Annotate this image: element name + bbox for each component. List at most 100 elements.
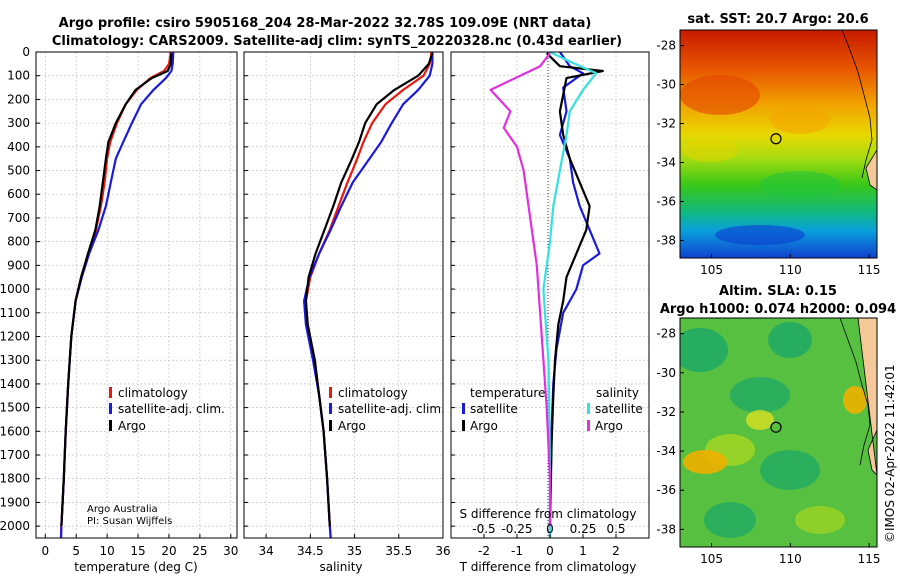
lon-tick-label: 105 [700, 263, 723, 277]
series-line-satellite-adj-clim- [303, 52, 434, 539]
legend-mark-climatology [109, 387, 112, 398]
legend-label-temp-satellite: satellite [470, 402, 518, 416]
legend-title-salinity: salinity [596, 386, 639, 400]
difference-legend: temperature salinity satellite Argo sate… [462, 386, 643, 433]
depth-tick-label: 1200 [0, 329, 30, 343]
lat-tick-label: -32 [656, 405, 676, 419]
x-tick-label: 34 [258, 544, 273, 558]
credit-pi: PI: Susan Wijffels [87, 516, 172, 527]
depth-tick-label: 400 [7, 140, 30, 154]
series-line-argo [60, 53, 173, 527]
coastline-bathy [841, 30, 873, 179]
depth-tick-label: 200 [7, 92, 30, 106]
x-tick-label: 35 [347, 544, 362, 558]
x-tick-label: 1 [579, 544, 587, 558]
depth-tick-label: 1500 [0, 401, 30, 415]
sla-map-title-1: Altim. SLA: 0.15 [719, 284, 837, 299]
argo-position-marker [770, 421, 782, 433]
legend-label-argo: Argo [118, 419, 146, 433]
legend-label-climatology: climatology [118, 386, 188, 400]
x-tick-label: 36 [435, 544, 450, 558]
series-line-salinity-satellite [542, 51, 598, 538]
depth-tick-label: 500 [7, 164, 30, 178]
lat-tick-label: -28 [656, 39, 676, 53]
temperature-frame [35, 51, 238, 539]
lat-tick-label: -36 [656, 194, 676, 208]
x-tick-label: 0 [546, 544, 554, 558]
s-tick-label: -0.5 [472, 522, 495, 536]
legend-label-argo: Argo [338, 419, 366, 433]
x-tick-label: 25 [192, 544, 207, 558]
legend-mark-temp-satellite [462, 403, 465, 414]
lat-tick-label: -28 [656, 327, 676, 341]
land [857, 318, 877, 476]
depth-tick-label: 1300 [0, 353, 30, 367]
depth-tick-label: 0 [22, 45, 30, 59]
lat-tick-label: -32 [656, 117, 676, 131]
legend-mark-sal-argo [587, 420, 590, 431]
x-tick-label: 30 [223, 544, 238, 558]
depth-tick-label: 300 [7, 116, 30, 130]
sla-map-frame [679, 317, 878, 548]
legend-mark-sal-satellite [587, 403, 590, 414]
title-line-1: Argo profile: csiro 5905168_204 28-Mar-2… [59, 16, 592, 31]
land [856, 30, 877, 191]
x-tick-label: 2 [612, 544, 620, 558]
legend-mark-satellite-adj [109, 403, 112, 414]
legend-label-sal-argo: Argo [595, 419, 623, 433]
series-line-temperature-argo [545, 52, 604, 527]
legend-label-satellite-adj: satellite-adj. clim. [338, 402, 445, 416]
x-tick-label: -2 [478, 544, 490, 558]
credit-institution: Argo Australia [87, 504, 158, 515]
legend-mark-temp-argo [462, 420, 465, 431]
coastline-bathy [839, 318, 871, 466]
x-tick-label: 15 [130, 544, 145, 558]
lat-tick-label: -34 [656, 444, 676, 458]
depth-tick-label: 1100 [0, 306, 30, 320]
series-line-temperature-satellite [548, 51, 601, 538]
lat-tick-label: -34 [656, 156, 676, 170]
lat-tick-label: -38 [656, 233, 676, 247]
legend-mark-argo [109, 420, 112, 431]
s-tick-label: -0.25 [501, 522, 532, 536]
x-tick-label: 34.5 [297, 544, 324, 558]
series-line-argo [304, 52, 434, 527]
x-tick-label: 35.5 [385, 544, 412, 558]
title-line-2: Climatology: CARS2009. Satellite-adj cli… [52, 34, 622, 49]
sst-map-title: sat. SST: 20.7 Argo: 20.6 [687, 12, 868, 27]
depth-tick-label: 1800 [0, 472, 30, 486]
x-tick-label: 5 [72, 544, 80, 558]
depth-tick-label: 700 [7, 211, 30, 225]
depth-tick-label: 2000 [0, 519, 30, 533]
salinity-xlabel: salinity [319, 560, 362, 574]
legend-label-climatology: climatology [338, 386, 408, 400]
sla-map-title-2: Argo h1000: 0.074 h2000: 0.094 [660, 302, 896, 317]
argo-position-marker [770, 133, 782, 145]
depth-tick-label: 1700 [0, 448, 30, 462]
salinity-legend: climatology satellite-adj. clim. Argo [329, 386, 445, 433]
lat-tick-label: -38 [656, 522, 676, 536]
legend-mark-argo [329, 420, 332, 431]
s-tick-label: 0.5 [606, 522, 625, 536]
lon-tick-label: 115 [858, 552, 881, 566]
temperature-xlabel: temperature (deg C) [74, 560, 197, 574]
temperature-legend: climatology satellite-adj. clim. Argo [109, 386, 225, 433]
legend-label-sal-satellite: satellite [595, 402, 643, 416]
lon-tick-label: 115 [858, 263, 881, 277]
lon-tick-label: 105 [700, 552, 723, 566]
difference-xlabel: T difference from climatology [459, 560, 637, 574]
legend-label-temp-argo: Argo [470, 419, 498, 433]
series-line-salinity-argo [489, 52, 552, 527]
x-tick-label: 10 [99, 544, 114, 558]
x-tick-label: 20 [161, 544, 176, 558]
x-tick-label: 0 [41, 544, 49, 558]
s-tick-label: 0 [546, 522, 554, 536]
legend-mark-climatology [329, 387, 332, 398]
depth-tick-label: 600 [7, 187, 30, 201]
difference-frame [450, 51, 650, 539]
series-line-climatology [304, 51, 433, 539]
difference-xlabel-top: S difference from climatology [460, 507, 637, 521]
sst-map: sat. SST: 20.7 Argo: 20.6 105 110 115 -28 -3… [656, 12, 880, 277]
depth-tick-label: 800 [7, 235, 30, 249]
